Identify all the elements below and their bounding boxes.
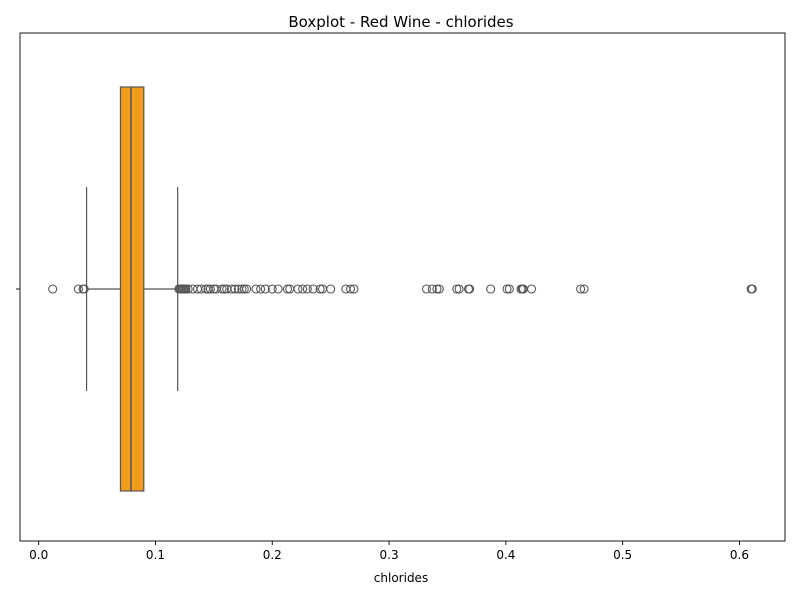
outlier-point xyxy=(282,284,293,294)
x-tick-label: 0.6 xyxy=(730,548,749,562)
outlier-point xyxy=(273,284,283,294)
outlier-point xyxy=(79,284,89,294)
outlier-point xyxy=(454,284,464,294)
outlier-point xyxy=(341,284,351,294)
outlier-point xyxy=(181,284,191,294)
outlier-point xyxy=(465,284,475,294)
outlier-point xyxy=(239,284,249,294)
x-tick-label: 0.3 xyxy=(380,548,399,562)
iqr-box xyxy=(119,86,145,492)
outlier-point xyxy=(504,284,514,294)
outlier-point xyxy=(421,284,431,294)
x-tick-label: 0.0 xyxy=(29,548,48,562)
x-axis-label: chlorides xyxy=(374,571,428,585)
outlier-point xyxy=(251,284,261,294)
outlier-point xyxy=(747,284,757,294)
outlier-point xyxy=(298,284,308,294)
outlier-point xyxy=(452,284,462,294)
outlier-point xyxy=(326,284,336,294)
outlier-point xyxy=(205,284,215,294)
outlier-point xyxy=(48,284,58,294)
outlier-point xyxy=(308,284,318,294)
chart-title: Boxplot - Red Wine - chlorides xyxy=(288,13,513,31)
outlier-point xyxy=(293,284,303,294)
outlier-point xyxy=(73,284,83,294)
outlier-point xyxy=(260,284,270,294)
plot-area: 0.0 0.1 0.2 0.3 0.4 0.5 0.6 xyxy=(16,32,786,562)
outlier-point xyxy=(217,284,227,294)
x-tick-label: 0.2 xyxy=(263,548,282,562)
outlier-point xyxy=(345,284,356,294)
outlier-point xyxy=(502,284,512,294)
outlier-point xyxy=(196,284,206,294)
outlier-point xyxy=(432,284,442,294)
outlier-point xyxy=(230,284,240,294)
outlier-point xyxy=(527,284,537,294)
outlier-point xyxy=(315,284,325,294)
outlier-point xyxy=(219,284,229,294)
outlier-point xyxy=(427,284,437,294)
outlier-point xyxy=(302,284,312,294)
x-tick-label: 0.5 xyxy=(613,548,632,562)
outlier-point xyxy=(576,284,586,294)
outlier-point xyxy=(226,284,236,294)
outlier-point xyxy=(256,284,266,294)
outlier-point xyxy=(486,284,496,294)
outlier-point xyxy=(267,284,277,294)
x-tick-label: 0.4 xyxy=(496,548,515,562)
outlier-point xyxy=(434,284,444,294)
outlier-point xyxy=(183,284,193,294)
outlier-point xyxy=(579,284,589,294)
x-tick-label: 0.1 xyxy=(146,548,165,562)
plot-frame xyxy=(19,32,786,542)
outlier-point xyxy=(242,284,252,294)
outlier-point xyxy=(349,284,359,294)
outlier-point xyxy=(237,284,247,294)
